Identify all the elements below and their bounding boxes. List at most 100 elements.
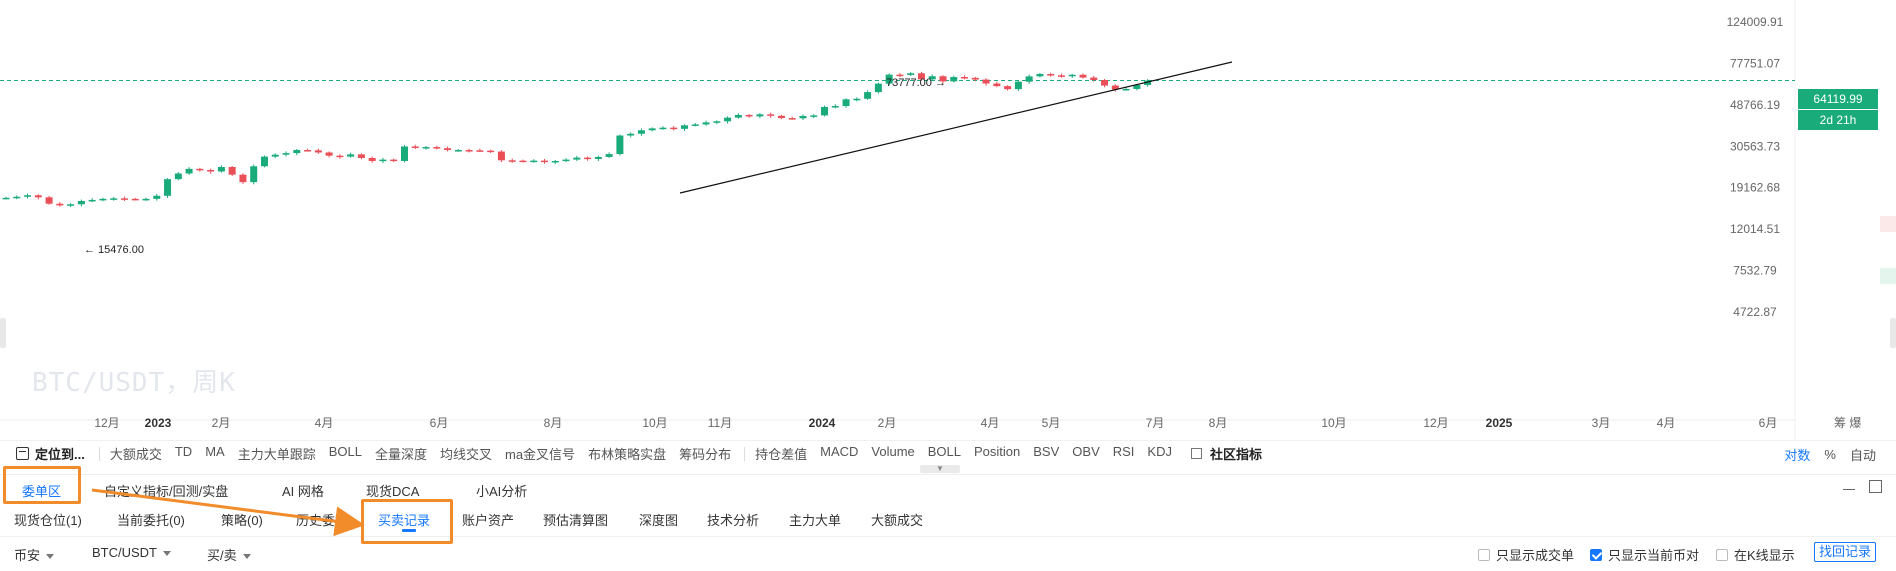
candle-body [831, 106, 839, 108]
candle-body [1090, 77, 1098, 81]
chart-watermark: BTC/USDT，周K [32, 368, 236, 398]
candle-body [810, 115, 818, 117]
only-current-pair-checkbox[interactable]: 只显示当前币对 [1590, 545, 1699, 564]
active-tab-indicator [402, 529, 416, 532]
left-edge-handle[interactable] [0, 318, 6, 348]
x-tick-label: 12月 [94, 416, 119, 430]
candle-body [13, 196, 21, 199]
scale-auto-button[interactable]: 自动 [1849, 447, 1876, 463]
scale-log-button[interactable]: 对数 [1784, 447, 1811, 463]
tab-large-trades[interactable]: 大额成交 [871, 513, 924, 528]
indicator-item[interactable]: 主力大单跟踪 [237, 447, 316, 462]
indicator-item[interactable]: BOLL [328, 444, 362, 459]
indicator-item[interactable]: BSV [1033, 444, 1060, 459]
indicator-item[interactable]: BOLL [927, 444, 962, 459]
candle-body [637, 130, 645, 134]
candle-body [1014, 81, 1022, 90]
candle-body [282, 153, 290, 155]
chart-canvas[interactable]: 124009.91 77751.07 48766.19 30563.73 19162.6… [0, 0, 1896, 440]
candle-body [185, 168, 193, 174]
candle-body [1079, 74, 1087, 78]
collapse-panel-handle[interactable]: ▼ [920, 465, 960, 473]
tab-order-history[interactable]: 历史委托 [296, 513, 349, 528]
candle-body [616, 135, 624, 155]
candle-body [99, 198, 107, 201]
side-select[interactable]: 买/卖 [207, 545, 251, 564]
indicator-item[interactable]: Position [974, 444, 1021, 459]
y-tick-label: 12014.51 [1730, 222, 1780, 236]
candle-body [314, 150, 322, 153]
x-tick-label: 7月 [1146, 416, 1165, 430]
y-tick-label: 77751.07 [1730, 56, 1780, 70]
maximize-icon[interactable] [1869, 480, 1882, 493]
candle-body [605, 154, 613, 157]
candle-body [77, 200, 85, 205]
tab-open-orders[interactable]: 当前委托(0) [117, 513, 185, 528]
indicator-item[interactable]: KDJ [1147, 444, 1172, 459]
x-tick-label: 6月 [430, 416, 449, 430]
only-filled-checkbox[interactable]: 只显示成交单 [1478, 545, 1574, 564]
tab-order-area[interactable]: 委单区 [22, 484, 62, 499]
locate-button[interactable]: 定位到... [16, 444, 85, 463]
tab-depth-chart[interactable]: 深度图 [639, 513, 679, 528]
tab-trade-records[interactable]: 买卖记录 [378, 513, 431, 528]
indicator-item[interactable]: 全量深度 [374, 447, 427, 462]
candle-body [497, 151, 505, 161]
indicator-item[interactable]: MA [205, 444, 225, 459]
indicator-item[interactable]: Volume [871, 444, 915, 459]
indicator-item[interactable]: RSI [1112, 444, 1135, 459]
indicator-bar: 定位到... 大额成交 TD MA 主力大单跟踪 BOLL 全量深度 均线交叉 ma金叉信号布… [0, 440, 1896, 466]
chevron-down-icon [242, 554, 251, 560]
scale-percent-button[interactable]: % [1824, 446, 1836, 462]
tab-ai-analysis[interactable]: 小AI分析 [476, 484, 528, 499]
exchange-select[interactable]: 币安 [14, 545, 55, 564]
candle-body [724, 117, 732, 122]
pair-select[interactable]: BTC/USDT [92, 545, 171, 560]
candle-body [1025, 76, 1033, 82]
tab-spot-dca[interactable]: 现货DCA [366, 484, 420, 499]
indicator-item[interactable]: TD [174, 444, 193, 459]
tab-technical-analysis[interactable]: 技术分析 [707, 513, 760, 528]
indicator-item[interactable]: 大额成交 [109, 447, 162, 462]
candle-body [713, 121, 721, 123]
tab-major-orders[interactable]: 主力大单 [789, 513, 842, 528]
kline-chart[interactable]: 124009.91 77751.07 48766.19 30563.73 19162.6… [0, 0, 1896, 440]
indicator-item[interactable]: 持仓差值 [755, 447, 808, 462]
tab-spot-positions[interactable]: 现货仓位(1) [14, 513, 82, 528]
indicator-item[interactable]: OBV [1072, 444, 1100, 459]
candle-body [142, 198, 150, 201]
candle-body [961, 77, 969, 79]
candle-body [573, 157, 581, 160]
candle-body [702, 122, 710, 125]
indicator-item[interactable]: 均线交叉 [439, 447, 492, 462]
indicator-item[interactable]: MACD [820, 444, 859, 459]
candle-body [153, 195, 161, 199]
x-tick-label: 2024 [809, 416, 836, 430]
tab-liquidation-map[interactable]: 预估清算图 [543, 513, 609, 528]
candle-body [1057, 75, 1065, 77]
candle-body [777, 115, 785, 119]
tab-account-assets[interactable]: 账户资产 [462, 513, 515, 528]
minimize-icon[interactable] [1843, 488, 1855, 491]
show-on-kline-checkbox[interactable]: 在K线显示 [1716, 545, 1795, 564]
indicator-item[interactable]: 筹码分布 [679, 447, 732, 462]
tab-strategies[interactable]: 策略(0) [221, 513, 263, 528]
indicator-item[interactable]: 布林策略实盘 [588, 447, 667, 462]
candle-body [239, 174, 247, 183]
candle-body [1101, 80, 1109, 86]
candle-body [1133, 84, 1141, 89]
candle-body [1004, 86, 1012, 90]
tab-custom-indicators[interactable]: 自定义指标/回测/实盘 [104, 484, 229, 499]
highlight-order-area-tab [3, 466, 81, 504]
tab-ai-grid[interactable]: AI 网格 [282, 484, 324, 499]
candle-body [799, 115, 807, 119]
candle-body [120, 198, 128, 200]
candle-body [885, 74, 893, 84]
candle-body [400, 146, 408, 161]
community-indicators-button[interactable]: 社区指标 [1185, 444, 1262, 463]
find-records-button[interactable]: 找回记录 [1813, 542, 1876, 562]
candle-body [67, 204, 75, 206]
indicator-item[interactable]: ma金叉信号 [505, 447, 576, 462]
right-edge-handle[interactable] [1890, 318, 1896, 348]
right-marker-red [1880, 216, 1896, 232]
